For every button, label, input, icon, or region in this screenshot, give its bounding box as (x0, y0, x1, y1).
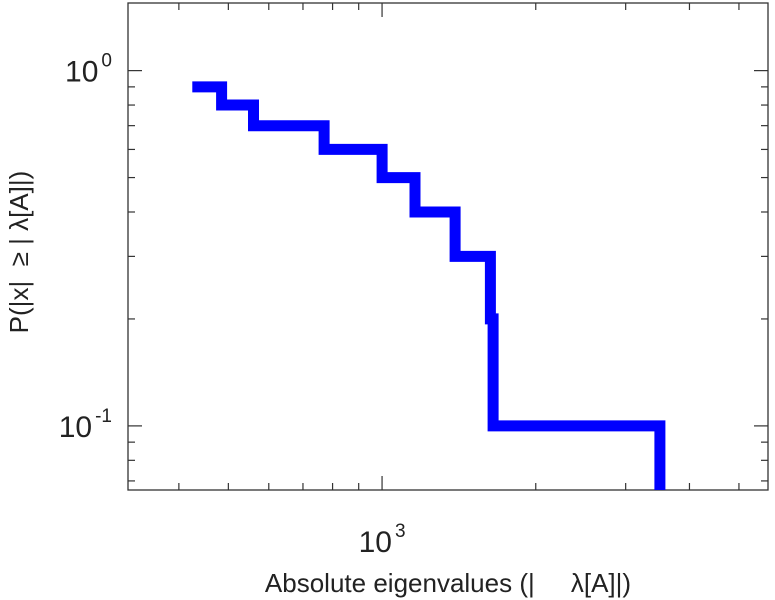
series-line-0 (192, 81, 666, 490)
y-axis-label: P(|x| ≥ | λ[A]|) (4, 171, 34, 334)
tick-labels: 10 0 10 -1 10 3 (59, 51, 406, 559)
y-tick-label: 10 -1 (59, 406, 112, 444)
x-axis-label: Absolute eigenvalues (| λ[A]|) (265, 568, 631, 598)
series-layer (192, 81, 666, 490)
x-tick-label: 10 3 (359, 521, 406, 559)
plot-border (127, 2, 769, 491)
y-tick-label: 10 0 (65, 51, 112, 89)
axis-ticks (128, 3, 768, 490)
plot-frame (127, 2, 769, 491)
